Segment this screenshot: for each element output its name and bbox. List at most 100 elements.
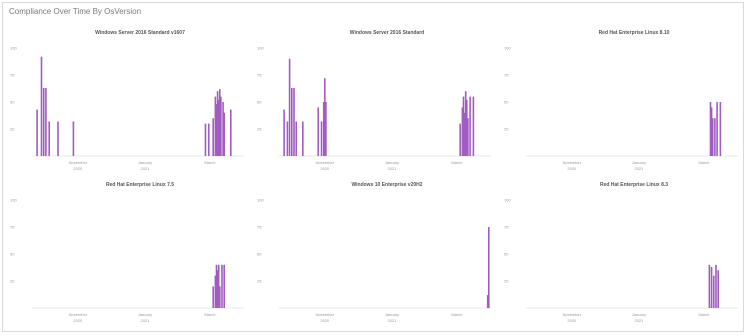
bar[interactable] <box>57 121 59 156</box>
bar[interactable] <box>710 266 713 308</box>
bar[interactable] <box>212 118 214 156</box>
bar[interactable] <box>36 109 38 156</box>
bar[interactable] <box>48 121 51 156</box>
bar[interactable] <box>221 264 223 308</box>
x-tick-label-year: 2020 <box>73 318 83 323</box>
bar[interactable] <box>469 96 471 156</box>
bar[interactable] <box>714 118 716 156</box>
chart-title: Windows Server 2016 Standard v1607 <box>95 30 185 36</box>
bar[interactable] <box>467 118 469 156</box>
bar[interactable] <box>212 286 214 308</box>
bar[interactable] <box>45 87 47 156</box>
x-tick-label: January <box>138 312 152 317</box>
x-tick-label: March <box>451 312 462 317</box>
x-tick-label: January <box>385 312 399 317</box>
bar[interactable] <box>72 121 75 156</box>
bar[interactable] <box>283 109 285 156</box>
bar[interactable] <box>708 264 711 308</box>
bar[interactable] <box>214 96 217 156</box>
y-tick-label: 25 <box>10 127 15 132</box>
y-tick-label: 100 <box>10 46 17 51</box>
bar[interactable] <box>710 107 713 156</box>
bar[interactable] <box>220 96 222 156</box>
chart-title: Red Hat Enterprise Linux 8.3 <box>600 182 668 188</box>
bar[interactable] <box>463 112 466 156</box>
bar[interactable] <box>42 87 45 156</box>
y-tick-label: 50 <box>10 100 15 105</box>
y-tick-label: 100 <box>10 198 17 203</box>
bar[interactable] <box>293 87 295 156</box>
y-tick-label: 100 <box>504 46 511 51</box>
y-tick-label: 75 <box>257 225 262 230</box>
chart-title: Windows 10 Enterprise v20H2 <box>351 182 422 188</box>
bar[interactable] <box>218 286 221 308</box>
bar[interactable] <box>465 99 468 156</box>
bar[interactable] <box>288 58 291 156</box>
bar[interactable] <box>461 107 464 156</box>
bar[interactable] <box>40 56 43 156</box>
y-tick-label: 25 <box>257 127 262 132</box>
bar[interactable] <box>223 264 225 308</box>
x-tick-label: November <box>316 160 335 165</box>
y-tick-label: 50 <box>257 100 262 105</box>
x-tick-label-year: 2021 <box>140 166 150 171</box>
bar[interactable] <box>215 264 218 308</box>
bar[interactable] <box>459 123 461 156</box>
chart-1: Windows Server 2016 Standard v1607 100 75 5… <box>10 30 244 171</box>
bar[interactable] <box>204 123 207 156</box>
x-tick-label-year: 2020 <box>320 166 330 171</box>
bar[interactable] <box>291 87 293 156</box>
bar[interactable] <box>295 121 298 156</box>
bar[interactable] <box>218 89 221 156</box>
bar[interactable] <box>223 112 225 156</box>
bar[interactable] <box>320 121 323 156</box>
bar[interactable] <box>229 109 232 156</box>
bar[interactable] <box>717 270 719 308</box>
x-tick-label-year: 2020 <box>320 318 330 323</box>
bar[interactable] <box>711 118 714 156</box>
x-tick-label: November <box>563 312 582 317</box>
bar[interactable] <box>712 275 715 308</box>
bar[interactable] <box>217 264 220 308</box>
bar[interactable] <box>216 270 219 308</box>
bar[interactable] <box>709 102 712 156</box>
bar[interactable] <box>302 121 304 156</box>
bar[interactable] <box>286 121 289 156</box>
chart-title: Red Hat Enterprise Linux 7.5 <box>106 182 174 188</box>
bar[interactable] <box>486 295 489 308</box>
x-tick-label: January <box>632 312 646 317</box>
bar[interactable] <box>214 275 217 308</box>
bar[interactable] <box>216 91 219 156</box>
y-tick-label: 50 <box>504 100 509 105</box>
bar[interactable] <box>462 96 465 156</box>
bar[interactable] <box>716 102 718 156</box>
bar[interactable] <box>217 99 220 156</box>
panel-title: Compliance Over Time By OsVersion <box>9 7 142 16</box>
bar[interactable] <box>324 78 326 156</box>
bar[interactable] <box>215 104 218 156</box>
bar[interactable] <box>472 96 475 156</box>
bar[interactable] <box>325 102 327 156</box>
x-tick-label-year: 2020 <box>73 166 83 171</box>
x-tick-label: January <box>138 160 152 165</box>
y-tick-label: 75 <box>504 225 509 230</box>
x-tick-label: March <box>698 312 709 317</box>
bar[interactable] <box>322 102 325 156</box>
bar[interactable] <box>207 123 210 156</box>
bar[interactable] <box>715 264 717 308</box>
y-tick-label: 100 <box>257 46 264 51</box>
bar[interactable] <box>222 102 224 156</box>
x-tick-label-year: 2021 <box>634 166 644 171</box>
y-tick-label: 50 <box>257 252 262 257</box>
x-tick-label-year: 2020 <box>567 166 577 171</box>
bar[interactable] <box>317 107 320 156</box>
bar[interactable] <box>487 227 490 308</box>
x-tick-label: November <box>69 312 88 317</box>
y-tick-label: 100 <box>257 198 264 203</box>
chart-title: Windows Server 2016 Standard <box>350 30 424 36</box>
y-tick-label: 50 <box>504 252 509 257</box>
bar[interactable] <box>719 102 722 156</box>
x-tick-label-year: 2021 <box>140 318 150 323</box>
bar[interactable] <box>464 91 467 156</box>
